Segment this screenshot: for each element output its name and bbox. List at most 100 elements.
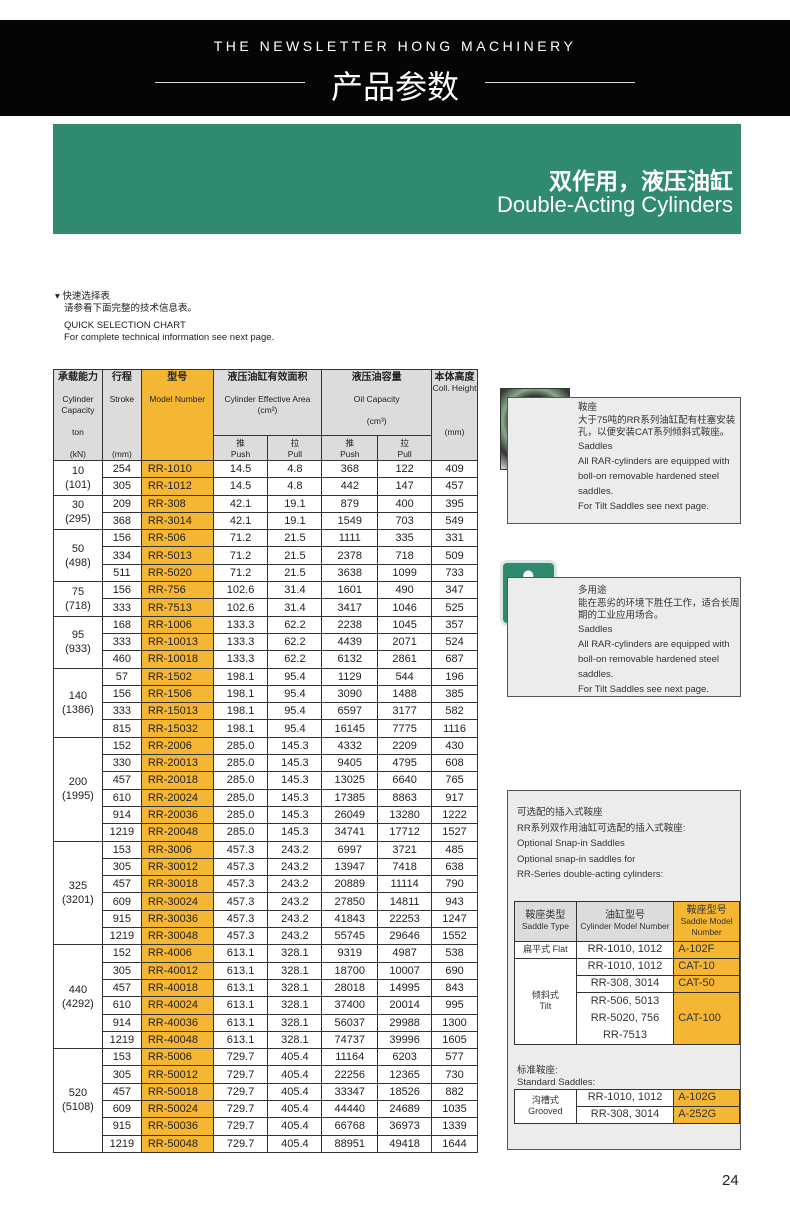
model-cell: RR-50048: [140, 1134, 214, 1153]
cell: 1247: [431, 909, 478, 929]
cell: 328.1: [267, 978, 323, 998]
model-cell: RR-20036: [140, 805, 214, 825]
cell: 549: [431, 511, 478, 531]
model-cell: RR-30048: [140, 927, 214, 946]
cell: 6203: [377, 1048, 433, 1067]
cell: 1099: [377, 563, 433, 583]
cell: A-102F: [673, 940, 740, 959]
model-cell: RR-40024: [140, 996, 214, 1015]
cell: 44440: [321, 1099, 379, 1119]
cell: 485: [431, 840, 478, 859]
cell: 285.0: [212, 788, 269, 807]
cell: 1605: [431, 1030, 478, 1050]
cell: 31.4: [267, 581, 323, 600]
cell: 1045: [377, 615, 433, 634]
model-cell: RR-308: [140, 494, 214, 513]
cell: 729.7: [212, 1099, 269, 1119]
table-row: 440 (4292) 152 RR-4006 613.1 328.1 9319 4987 538: [53, 944, 478, 1050]
cell: 8863: [377, 788, 433, 807]
cell: 460: [101, 650, 142, 669]
cell: 1527: [431, 823, 478, 842]
std-en: Standard Saddles:: [517, 1076, 596, 1088]
cell: 95.4: [267, 702, 323, 721]
header-oil: 液压油容量 Oil Capacity (cm³): [321, 369, 433, 436]
cell: RR-308, 3014: [575, 1105, 675, 1124]
cell: 11164: [321, 1048, 379, 1067]
header-height: 本体高度 Coll. Height (mm): [431, 369, 478, 461]
table-row: 305 RR-50012 729.7 405.4 22256 12365 730: [54, 1065, 478, 1084]
cell: 209: [101, 494, 142, 513]
cell: 1129: [321, 667, 379, 686]
cell: 442: [321, 477, 379, 496]
cell: 156: [101, 684, 142, 704]
cell: 18526: [377, 1082, 433, 1101]
cell: 1219: [101, 823, 142, 842]
cell: 88951: [321, 1134, 379, 1153]
cell: 1222: [431, 805, 478, 825]
cell: 457.3: [212, 875, 269, 894]
banner-title-zh: 双作用，液压油缸: [549, 168, 733, 194]
cell: 609: [101, 1099, 142, 1119]
header-area-pull: 拉 Pull: [267, 434, 323, 462]
table-row: 1219 RR-20048 285.0 145.3 34741 17712 1527: [54, 823, 478, 842]
cell: 34741: [321, 823, 379, 842]
cell: 882: [431, 1082, 478, 1101]
box3-en2: Optional snap-in saddles for: [517, 853, 636, 865]
multipurpose-info-box: 多用途 能在恶劣的环境下胜任工作，适合长周期的工业应用场合。 Saddles A…: [507, 577, 741, 697]
table-row: 50 (498) 156 RR-506 71.2 21.5 1111 335 331: [53, 529, 478, 583]
model-cell: RR-1006: [140, 615, 214, 634]
cell: 102.6: [212, 598, 269, 617]
cell: 1549: [321, 511, 379, 531]
model-cell: RR-7513: [140, 598, 214, 617]
cell: 729.7: [212, 1065, 269, 1084]
capacity-cell: 10 (101): [53, 460, 103, 496]
box3-zh2: RR系列双作用油缸可选配的插入式鞍座:: [517, 822, 686, 834]
cell: 613.1: [212, 1030, 269, 1050]
table-row: 200 (1995) 152 RR-2006 285.0 145.3 4332 2209 430: [53, 736, 478, 842]
cell: 613.1: [212, 944, 269, 963]
table-row: 30 (295) 209 RR-308 42.1 19.1 879 400 395: [53, 494, 478, 531]
table-row: 460 RR-10018 133.3 62.2 6132 2861 687: [54, 650, 478, 669]
cell: 405.4: [267, 1099, 323, 1119]
cell: 37400: [321, 996, 379, 1015]
cell: 243.2: [267, 840, 323, 859]
cell: 457: [101, 1082, 142, 1101]
cell: RR-506, 5013 RR-5020, 756 RR-7513: [575, 991, 675, 1045]
box1-en-body: All RAR-cylinders are equipped with boll…: [578, 456, 730, 497]
table-row: 334 RR-5013 71.2 21.5 2378 718 509: [54, 546, 478, 565]
model-cell: RR-30012: [140, 857, 214, 877]
cell: 3177: [377, 702, 433, 721]
intro-zh1: 快速选择表: [62, 291, 110, 302]
capacity-cell: 140 (1386): [53, 667, 103, 738]
model-cell: RR-30036: [140, 909, 214, 929]
cell: 102.6: [212, 581, 269, 600]
cell: 1219: [101, 1030, 142, 1050]
cell: 285.0: [212, 754, 269, 773]
cell: 2378: [321, 546, 379, 565]
cell: 4.8: [267, 459, 323, 479]
cell: 368: [101, 511, 142, 531]
cell: 62.2: [267, 650, 323, 669]
model-cell: RR-40048: [140, 1030, 214, 1050]
cell: 305: [101, 477, 142, 496]
cell: 524: [431, 632, 478, 652]
cell: 133.3: [212, 615, 269, 634]
cell: CAT-100: [673, 991, 740, 1045]
cell: 6997: [321, 840, 379, 859]
cell: 457: [101, 978, 142, 998]
table-row: 609 RR-50024 729.7 405.4 44440 24689 1035: [54, 1099, 478, 1119]
cell: 4332: [321, 736, 379, 756]
cell: 409: [431, 459, 478, 479]
table-row: 140 (1386) 57 RR-1502 198.1 95.4 1129 544 196: [53, 667, 478, 738]
cell: 405.4: [267, 1082, 323, 1101]
model-cell: RR-10013: [140, 632, 214, 652]
cell: A-102G: [673, 1088, 740, 1107]
cell: 582: [431, 702, 478, 721]
cell: 703: [377, 511, 433, 531]
saddle-header-model: 鞍座型号 Saddle Model Number: [673, 900, 740, 942]
table-row: 1219 RR-50048 729.7 405.4 88951 49418 1644: [54, 1134, 478, 1153]
header-capacity: 承载能力 Cylinder Capacity ton (kN): [53, 369, 103, 461]
capacity-cell: 520 (5108): [53, 1048, 103, 1153]
table-row: 914 RR-20036 285.0 145.3 26049 13280 1222: [54, 805, 478, 825]
cell: 334: [101, 546, 142, 565]
